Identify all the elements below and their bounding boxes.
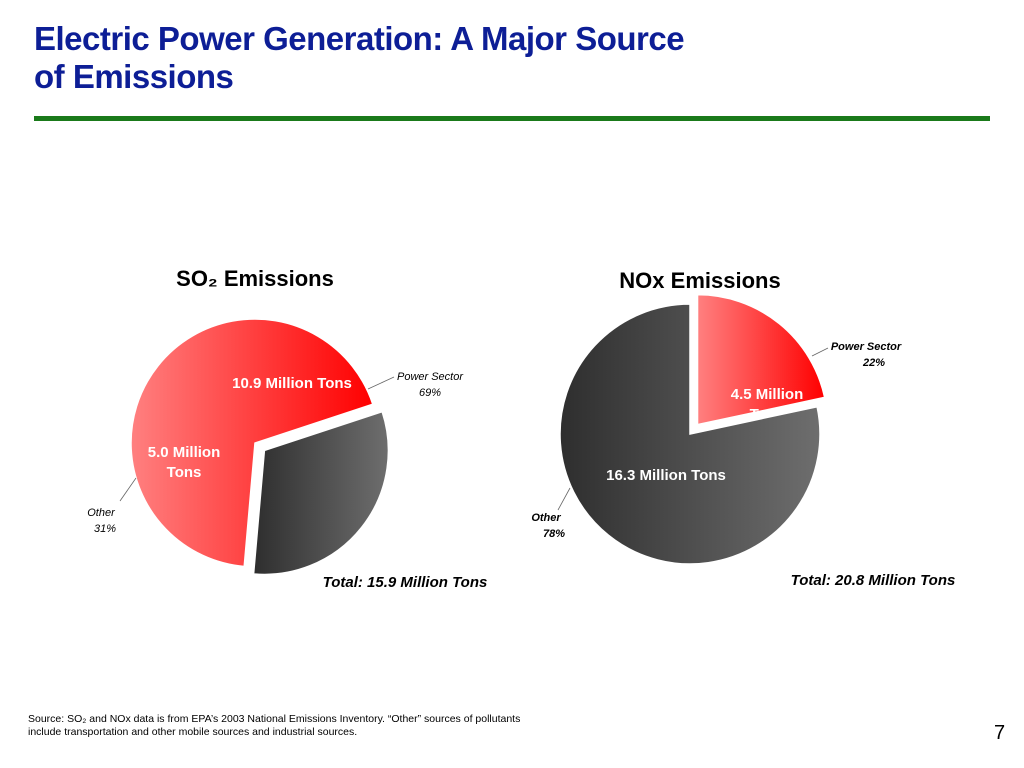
title-divider	[34, 116, 990, 121]
so2-pie-chart: SO₂ Emissions 10.9 Million Tons Power Sect…	[87, 266, 487, 591]
nox-slice-other	[559, 303, 821, 565]
so2-slice-power-sector	[130, 318, 374, 568]
slide-title: Electric Power Generation: A Major Sourc…	[34, 20, 934, 96]
so2-percent-label-other: 31%	[94, 523, 116, 535]
so2-value-label-power-sector: 10.9 Million Tons	[232, 375, 352, 392]
nox-value-label-other: 16.3 Million Tons	[606, 467, 726, 484]
so2-category-label-power-sector: Power Sector	[397, 371, 464, 383]
so2-value-label-other: 5.0 Million Tons	[148, 444, 221, 481]
footnote-line-2: include transportation and other mobile …	[28, 726, 358, 738]
so2-category-label-other: Other	[87, 507, 116, 519]
nox-percent-label-other: 78%	[543, 528, 565, 540]
nox-chart-title: NOx Emissions	[619, 268, 780, 293]
so2-leader-line-other	[119, 477, 137, 502]
nox-slice-power-sector	[696, 293, 826, 426]
nox-category-label-power-sector: Power Sector	[831, 341, 902, 353]
so2-leader-line-power-sector	[367, 376, 395, 390]
nox-leader-line-other	[557, 487, 571, 511]
source-footnote: Source: SO₂ and NOx data is from EPA’s 2…	[28, 713, 628, 739]
footnote-line-1: Source: SO₂ and NOx data is from EPA’s 2…	[28, 713, 521, 725]
so2-slice-other	[252, 410, 390, 576]
so2-percent-label-power-sector: 69%	[419, 387, 441, 399]
nox-leader-line-power-sector	[811, 347, 829, 357]
so2-chart-title: SO₂ Emissions	[176, 266, 334, 291]
nox-category-label-other: Other	[531, 512, 561, 524]
page-number: 7	[994, 722, 1006, 744]
nox-total-label: Total: 20.8 Million Tons	[791, 572, 956, 589]
slide-title-line-2: of Emissions	[34, 58, 234, 95]
so2-total-label: Total: 15.9 Million Tons	[323, 574, 488, 591]
nox-percent-label-power-sector: 22%	[862, 357, 885, 369]
slide-title-line-1: Electric Power Generation: A Major Sourc…	[34, 20, 685, 57]
